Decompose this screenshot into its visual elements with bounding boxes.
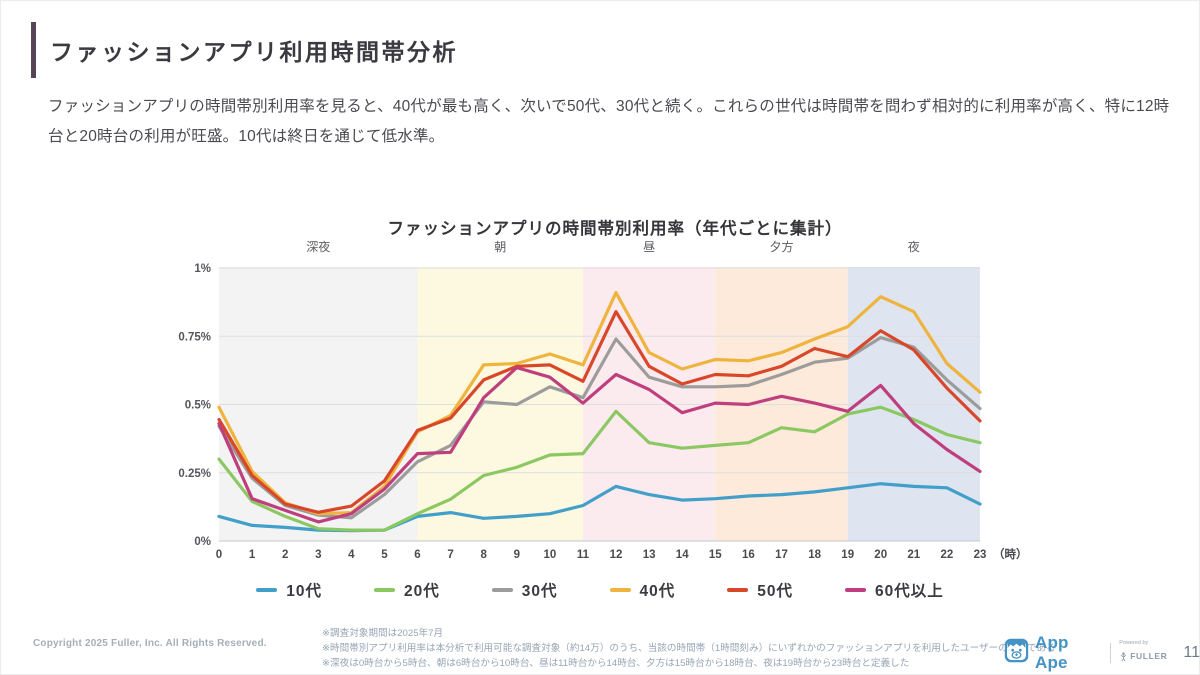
- time-band-label: 朝: [494, 240, 506, 254]
- app-ape-logo-icon: [1004, 638, 1029, 668]
- x-tick-label: 17: [775, 549, 788, 561]
- fuller-wordmark: FULLER: [1130, 651, 1168, 662]
- chart-title: ファッションアプリの時間帯別利用率（年代ごとに集計）: [387, 220, 843, 238]
- x-tick-label: 13: [643, 549, 656, 561]
- legend-label: 60代以上: [875, 583, 944, 600]
- legend-label: 50代: [757, 583, 793, 600]
- legend-swatch-icon: [609, 588, 631, 592]
- y-tick-label: 0.25%: [178, 468, 211, 480]
- legend-item: 40代: [609, 579, 676, 601]
- x-tick-label: 0: [216, 549, 222, 561]
- x-tick-label: 20: [874, 549, 887, 561]
- series-line-2: [217, 335, 982, 520]
- x-tick-label: 23: [974, 549, 987, 561]
- x-tick-label: 5: [381, 549, 388, 561]
- y-tick-label: 1%: [194, 263, 211, 275]
- copyright: Copyright 2025 Fuller, Inc. All Rights R…: [33, 638, 267, 649]
- x-tick-label: 18: [808, 549, 821, 561]
- series-line-4: [217, 310, 982, 514]
- usage-rate-line-chart: 深夜朝昼夕方 夜0%0.25%0.5%0.75%1%0 1 2 3 4 5 6 7 8 9 10 11 1…: [178, 239, 1028, 561]
- x-tick-label: 3: [315, 549, 321, 561]
- x-tick-label: 8: [480, 549, 487, 561]
- x-tick-label: 7: [447, 549, 453, 561]
- series-line-1: [217, 405, 982, 532]
- x-tick-label: 21: [907, 549, 920, 561]
- y-tick-label: 0%: [194, 536, 211, 548]
- x-tick-label: 15: [709, 549, 722, 561]
- legend-item: 60代以上: [845, 579, 944, 601]
- legend-swatch-icon: [727, 588, 749, 592]
- fuller-logo-icon: [1119, 647, 1128, 666]
- time-band-label: 昼: [643, 240, 655, 254]
- x-tick-label: 19: [841, 549, 854, 561]
- legend-label: 20代: [404, 583, 440, 600]
- legend-swatch-icon: [374, 588, 395, 592]
- legend-item: 10代: [256, 579, 322, 601]
- time-band-label: 夜: [908, 240, 920, 254]
- title-accent-bar: [31, 22, 36, 78]
- app-ape-wordmark: App Ape: [1035, 633, 1069, 672]
- brand-area: App Ape Powered by FULLER 11: [1004, 633, 1200, 673]
- x-tick-label: 2: [282, 549, 288, 561]
- footnote-line: ※深夜は0時台から5時台、朝は6時台から10時台、昼は11時台から14時台、夕方…: [322, 658, 910, 670]
- legend-swatch-icon: [845, 588, 866, 592]
- legend-label: 40代: [639, 583, 676, 600]
- x-axis-unit-label: （時）: [993, 547, 1028, 561]
- x-tick-label: 4: [348, 549, 355, 561]
- legend-item: 20代: [374, 579, 440, 601]
- page-title: ファッションアプリ利用時間帯分析: [50, 39, 458, 65]
- footnotes: ※調査対象期間は2025年7月 ※時間帯別アプリ利用率は本分析で利用可能な調査対…: [322, 626, 1056, 671]
- series-line-5: [217, 366, 982, 524]
- summary-text: ファッションアプリの時間帯別利用率を見ると、40代が最も高く、次いで50代、30…: [48, 98, 1170, 146]
- footnote-line: ※時間帯別アプリ利用率は本分析で利用可能な調査対象（約14万）のうち、当該の時間…: [322, 643, 1056, 655]
- x-tick-label: 14: [676, 549, 689, 561]
- x-tick-label: 12: [610, 549, 623, 561]
- time-band-label: 深夜: [306, 240, 330, 254]
- x-tick-label: 16: [742, 549, 755, 561]
- x-tick-label: 11: [577, 549, 590, 561]
- footnote-line: ※調査対象期間は2025年7月: [322, 628, 444, 639]
- x-tick-label: 22: [941, 549, 954, 561]
- chart-legend: 10代 20代 30代 40代 50代 60代以上: [0, 579, 1200, 601]
- powered-by-label: Powered by: [1119, 640, 1149, 647]
- legend-swatch-icon: [491, 588, 513, 592]
- y-tick-label: 0.75%: [178, 331, 211, 343]
- brand-divider: [1110, 643, 1112, 663]
- legend-label: 30代: [521, 583, 558, 600]
- legend-label: 10代: [286, 583, 322, 600]
- powered-by-block: Powered by FULLER: [1119, 640, 1167, 666]
- series-line-3: [217, 290, 982, 516]
- legend-item: 50代: [727, 579, 793, 601]
- x-tick-label: 6: [414, 549, 420, 561]
- x-tick-label: 1: [249, 549, 256, 561]
- time-band-label: 夕方: [769, 239, 793, 254]
- page-number: 11: [1183, 644, 1200, 661]
- x-tick-label: 10: [544, 549, 557, 561]
- legend-item: 30代: [491, 579, 558, 601]
- x-tick-label: 9: [514, 549, 520, 561]
- legend-swatch-icon: [256, 588, 278, 592]
- y-tick-label: 0.5%: [185, 400, 211, 412]
